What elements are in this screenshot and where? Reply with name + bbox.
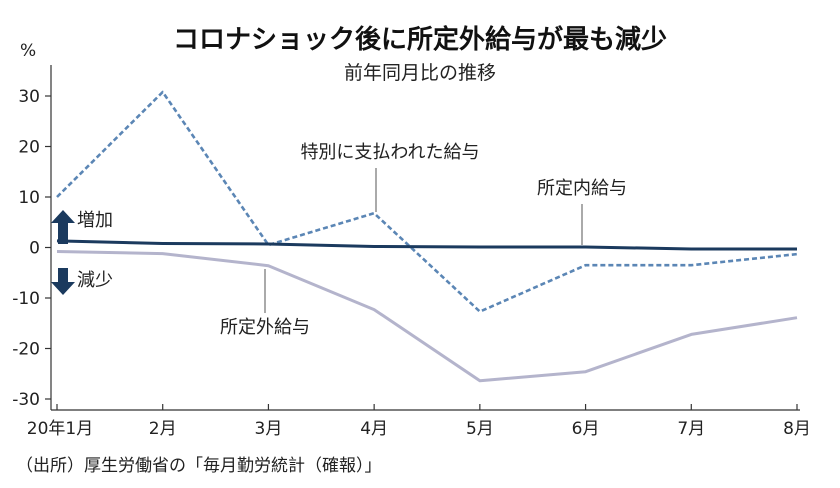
y-tick-label: -10 bbox=[12, 289, 40, 309]
x-tick-label: 4月 bbox=[360, 419, 388, 439]
y-tick-label: 10 bbox=[18, 188, 40, 208]
x-tick-label: 2月 bbox=[149, 419, 177, 439]
series-line-overtime-pay bbox=[56, 250, 798, 383]
y-tick-label: 30 bbox=[18, 87, 40, 107]
y-tick-label: 0 bbox=[29, 239, 40, 259]
decrease-label: 減少 bbox=[77, 270, 113, 291]
series-label-scheduled-pay: 所定内給与 bbox=[537, 178, 627, 199]
up-arrow-icon bbox=[51, 210, 75, 244]
decrease-marker: 減少 bbox=[51, 268, 113, 295]
series-line-scheduled-pay bbox=[56, 239, 797, 251]
series-line-special-pay bbox=[56, 90, 798, 313]
x-tick-label: 8月 bbox=[783, 419, 811, 439]
series-label-special-pay: 特別に支払われた給与 bbox=[300, 142, 479, 163]
increase-label: 増加 bbox=[77, 210, 113, 231]
series-label-overtime-pay: 所定外給与 bbox=[220, 317, 310, 338]
source-note: （出所）厚生労働省の「毎月勤労統計（確報）」 bbox=[16, 456, 382, 476]
series-layer bbox=[56, 90, 798, 383]
y-unit-label: % bbox=[20, 41, 36, 61]
chart-title: コロナショック後に所定外給与が最も減少 bbox=[173, 24, 667, 55]
x-tick-label: 3月 bbox=[255, 419, 283, 439]
chart-subtitle: 前年同月比の推移 bbox=[344, 62, 496, 84]
x-tick-label: 6月 bbox=[572, 419, 600, 439]
axes: 30 20 10 0 -10 -20 -30 20年1月 2月 3月 4月 5月 6月 7月 8月 bbox=[12, 65, 811, 439]
y-tick-label: -20 bbox=[12, 340, 40, 360]
down-arrow-icon bbox=[51, 268, 75, 295]
y-tick-label: 20 bbox=[18, 138, 40, 158]
x-tick-label: 20年1月 bbox=[27, 419, 93, 439]
increase-marker: 増加 bbox=[51, 210, 113, 244]
x-tick-label: 5月 bbox=[466, 419, 494, 439]
y-tick-label: -30 bbox=[12, 390, 40, 410]
x-tick-label: 7月 bbox=[677, 419, 705, 439]
